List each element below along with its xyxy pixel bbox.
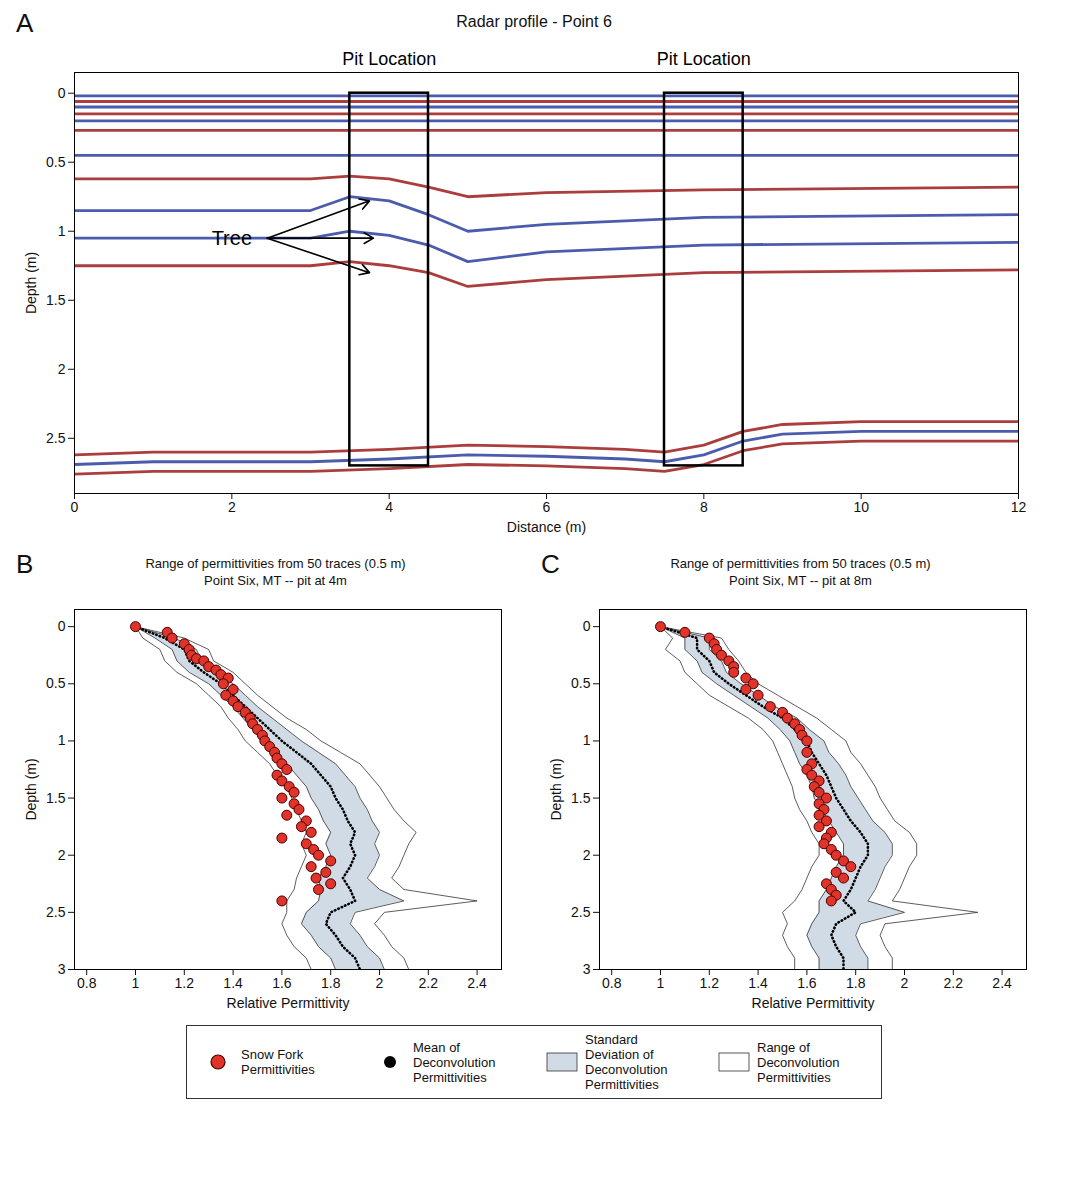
svg-text:0: 0 (71, 499, 79, 515)
html-text:B: B (16, 549, 34, 579)
svg-text:Depth (m): Depth (m) (23, 252, 39, 314)
svg-text:Distance (m): Distance (m) (507, 519, 586, 535)
svg-text:1.2: 1.2 (700, 975, 720, 991)
svg-text:1.6: 1.6 (797, 975, 817, 991)
svg-text:0.5: 0.5 (46, 675, 66, 691)
svg-text:Pit Location: Pit Location (342, 49, 436, 69)
svg-text:2.5: 2.5 (46, 430, 66, 446)
html-text:Range of Deconvolution Permitt: Range of Deconvolution Permittivities (757, 1039, 840, 1085)
svg-text:0.8: 0.8 (77, 975, 97, 991)
svg-text:1.4: 1.4 (748, 975, 768, 991)
svg-text:1: 1 (657, 975, 665, 991)
svg-text:1: 1 (132, 975, 140, 991)
svg-text:10: 10 (853, 499, 869, 515)
svg-text:3: 3 (583, 961, 591, 977)
svg-text:0: 0 (58, 85, 66, 101)
svg-text:1.8: 1.8 (321, 975, 341, 991)
svg-text:3: 3 (58, 961, 66, 977)
svg-text:Pit Location: Pit Location (657, 49, 751, 69)
html-text:Radar profile - Point 6: Radar profile - Point 6 (456, 13, 612, 30)
html-text:Range of permittivities from 5: Range of permittivities from 50 traces (… (670, 556, 931, 571)
svg-text:Tree: Tree (212, 227, 252, 249)
svg-text:8: 8 (700, 499, 708, 515)
svg-text:1.5: 1.5 (46, 790, 66, 806)
svg-text:1: 1 (58, 223, 66, 239)
svg-text:0.5: 0.5 (46, 154, 66, 170)
html-text:Mean of Deconvolution Permitti: Mean of Deconvolution Permittivities (413, 1039, 496, 1085)
svg-text:Depth (m): Depth (m) (548, 758, 564, 820)
svg-text:1.8: 1.8 (846, 975, 866, 991)
html-text:Point Six, MT -- pit at 4m: Point Six, MT -- pit at 4m (204, 573, 347, 588)
svg-text:2.5: 2.5 (46, 904, 66, 920)
svg-text:0: 0 (583, 618, 591, 634)
svg-text:1.6: 1.6 (272, 975, 292, 991)
svg-text:4: 4 (385, 499, 393, 515)
svg-text:1: 1 (58, 732, 66, 748)
svg-text:Relative Permittivity: Relative Permittivity (227, 995, 350, 1011)
html-text:A: A (16, 8, 34, 38)
svg-text:2: 2 (583, 847, 591, 863)
html-text:Standard Deviation of Deconvol: Standard Deviation of Deconvolution Perm… (585, 1032, 668, 1092)
svg-text:2: 2 (376, 975, 384, 991)
svg-text:6: 6 (543, 499, 551, 515)
svg-text:1: 1 (583, 732, 591, 748)
svg-text:2.2: 2.2 (944, 975, 964, 991)
svg-text:2: 2 (228, 499, 236, 515)
html-text:Point Six, MT -- pit at 8m: Point Six, MT -- pit at 8m (729, 573, 872, 588)
svg-text:Relative Permittivity: Relative Permittivity (752, 995, 875, 1011)
svg-text:Depth (m): Depth (m) (23, 758, 39, 820)
svg-text:2.5: 2.5 (571, 904, 591, 920)
svg-text:2: 2 (58, 361, 66, 377)
svg-text:2: 2 (58, 847, 66, 863)
html-text:C: C (541, 549, 560, 579)
svg-text:2.2: 2.2 (419, 975, 439, 991)
html-text:Snow Fork Permittivities: Snow Fork Permittivities (241, 1047, 315, 1077)
svg-text:0.5: 0.5 (571, 675, 591, 691)
svg-text:1.5: 1.5 (46, 292, 66, 308)
svg-text:1.4: 1.4 (223, 975, 243, 991)
svg-text:12: 12 (1011, 499, 1027, 515)
svg-text:0: 0 (58, 618, 66, 634)
svg-text:1.2: 1.2 (175, 975, 195, 991)
html-text:Range of permittivities from 5: Range of permittivities from 50 traces (… (145, 556, 406, 571)
svg-text:1.5: 1.5 (571, 790, 591, 806)
svg-text:2.4: 2.4 (467, 975, 487, 991)
svg-text:2.4: 2.4 (992, 975, 1012, 991)
svg-text:0.8: 0.8 (602, 975, 622, 991)
svg-text:2: 2 (901, 975, 909, 991)
